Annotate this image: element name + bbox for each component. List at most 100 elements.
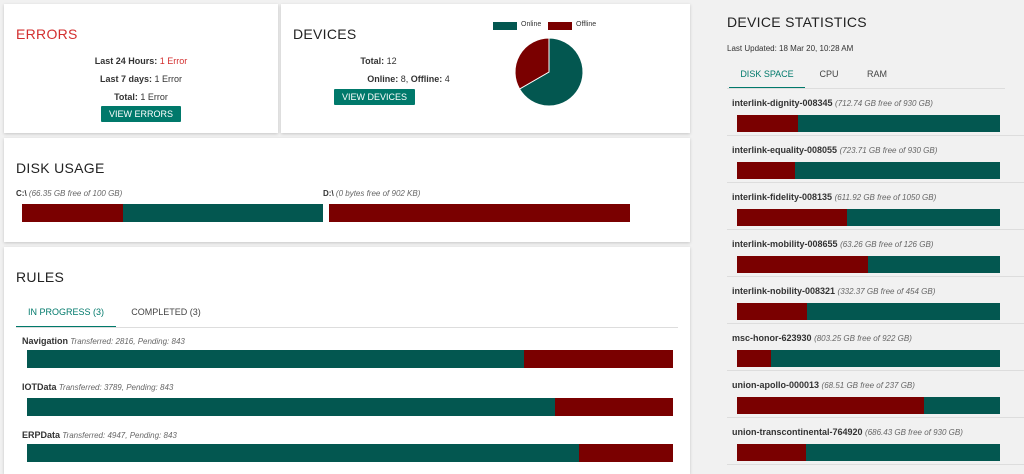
disk-used [737, 162, 796, 179]
errors-last-7d-label: Last 7 days: [99, 74, 152, 84]
errors-card: ERRORS Last 24 Hours: 1 Error Last 7 day… [4, 4, 278, 133]
tab-disk-space-label: DISK SPACE [740, 69, 794, 79]
device-detail: (63.26 GB free of 126 GB) [840, 240, 934, 249]
disk-free [846, 209, 1000, 226]
drive-c-label: C:\ (66.35 GB free of 100 GB) [16, 189, 122, 198]
devices-online-value: 8 [400, 74, 406, 84]
device-name: union-apollo-000013 [732, 380, 820, 390]
disk-used [737, 444, 806, 461]
rule-bar-erpdata [27, 444, 673, 462]
device-disk-bar [737, 209, 1000, 226]
tab-ram-label: RAM [867, 69, 887, 79]
disk-used [737, 303, 808, 320]
device-row: union-apollo-000013 (68.51 GB free of 23… [727, 371, 1024, 418]
disk-used [737, 115, 799, 132]
device-name: msc-honor-623930 [732, 333, 812, 343]
disk-usage-card: DISK USAGE C:\ (66.35 GB free of 100 GB)… [4, 138, 690, 242]
device-disk-bar [737, 162, 1000, 179]
device-name-line: interlink-nobility-008321 (332.37 GB fre… [732, 286, 935, 296]
device-disk-bar [737, 115, 1000, 132]
device-detail: (686.43 GB free of 930 GB) [865, 428, 963, 437]
rule-bar-navigation [27, 350, 673, 368]
stats-tabs-divider [727, 88, 1005, 89]
pie-slice-offline [514, 37, 550, 90]
legend-offline-swatch [548, 22, 572, 30]
errors-last-7d-value: 1 Error [154, 74, 183, 84]
tab-in-progress-label: IN PROGRESS (3) [27, 307, 104, 317]
devices-total-label: Total: [360, 56, 385, 66]
drive-d-used [329, 204, 630, 222]
device-name-line: union-apollo-000013 (68.51 GB free of 23… [732, 380, 915, 390]
rules-title: RULES [16, 269, 65, 285]
device-disk-bar [737, 303, 1000, 320]
tab-ram[interactable]: RAM [859, 68, 895, 89]
last-updated: Last Updated: 18 Mar 20, 10:28 AM [727, 44, 854, 53]
devices-offline-label: Offline: [410, 74, 443, 84]
drive-d-detail: (0 bytes free of 902 KB) [335, 189, 421, 198]
devices-pie-chart [514, 37, 584, 107]
device-detail: (68.51 GB free of 237 GB) [821, 381, 915, 390]
disk-free [795, 162, 1000, 179]
device-name: interlink-mobility-008655 [732, 239, 838, 249]
rule-bar-iotdata [27, 398, 673, 416]
disk-free [805, 444, 1000, 461]
pie-slice-online [518, 37, 584, 107]
rules-card: RULES IN PROGRESS (3) COMPLETED (3) Navi… [4, 247, 690, 474]
disk-used [737, 256, 868, 273]
view-devices-button[interactable]: VIEW DEVICES [334, 89, 415, 105]
device-name-line: union-transcontinental-764920 (686.43 GB… [732, 427, 963, 437]
legend-online-label: Online [521, 21, 542, 28]
rule-transferred [27, 350, 525, 368]
disk-used [737, 209, 847, 226]
legend-online-swatch [493, 22, 517, 30]
legend-offline-label: Offline [576, 21, 597, 28]
drive-c-free [123, 204, 323, 222]
errors-last-24h: Last 24 Hours: 1 Error [4, 56, 278, 66]
disk-free [867, 256, 1000, 273]
devices-title: DEVICES [293, 26, 357, 42]
rule-pending [555, 398, 673, 416]
tab-cpu[interactable]: CPU [811, 68, 847, 89]
errors-title: ERRORS [16, 26, 78, 42]
device-statistics-panel: DEVICE STATISTICS Last Updated: 18 Mar 2… [721, 0, 1024, 474]
device-detail: (712.74 GB free of 930 GB) [835, 99, 933, 108]
disk-free [770, 350, 1000, 367]
rule-detail: Transferred: 3789, Pending: 843 [58, 383, 174, 392]
device-list: interlink-dignity-008345 (712.74 GB free… [727, 89, 1024, 474]
disk-free [923, 397, 1000, 414]
disk-free [807, 303, 1000, 320]
device-name-line: interlink-mobility-008655 (63.26 GB free… [732, 239, 933, 249]
device-statistics-title: DEVICE STATISTICS [727, 14, 867, 30]
view-errors-button[interactable]: VIEW ERRORS [101, 106, 181, 122]
rules-tabs-divider [16, 327, 678, 328]
device-detail: (332.37 GB free of 454 GB) [837, 287, 936, 296]
device-name-line: msc-honor-623930 (803.25 GB free of 922 … [732, 333, 912, 343]
errors-total-label: Total: [114, 92, 138, 102]
device-name-line: interlink-equality-008055 (723.71 GB fre… [732, 145, 937, 155]
device-row: msc-honor-623930 (803.25 GB free of 922 … [727, 324, 1024, 371]
rule-row-navigation: Navigation Transferred: 2816, Pending: 8… [22, 336, 185, 346]
tab-completed-label: COMPLETED (3) [131, 307, 201, 317]
rule-name: IOTData [22, 382, 57, 392]
rule-pending [578, 444, 673, 462]
device-row: interlink-equality-008055 (723.71 GB fre… [727, 136, 1024, 183]
rule-detail: Transferred: 4947, Pending: 843 [62, 431, 177, 440]
drive-c-detail: (66.35 GB free of 100 GB) [28, 189, 123, 198]
devices-offline-value: 4 [444, 74, 450, 84]
device-row: union-transcontinental-764920 (686.43 GB… [727, 418, 1024, 465]
device-detail: (723.71 GB free of 930 GB) [839, 146, 938, 155]
tab-disk-space[interactable]: DISK SPACE [729, 68, 805, 89]
rule-name: ERPData [22, 430, 61, 440]
drive-d-label: D:\ (0 bytes free of 902 KB) [323, 189, 420, 198]
drive-c-name: C:\ [16, 189, 27, 198]
devices-total-value: 12 [386, 56, 397, 66]
device-disk-bar [737, 444, 1000, 461]
errors-last-24h-label: Last 24 Hours: [94, 56, 158, 66]
tab-completed[interactable]: COMPLETED (3) [116, 303, 216, 328]
rule-transferred [27, 444, 579, 462]
rule-row-iotdata: IOTData Transferred: 3789, Pending: 843 [22, 382, 173, 392]
device-name: interlink-fidelity-008135 [732, 192, 833, 202]
rule-name: Navigation [22, 336, 69, 346]
tab-in-progress[interactable]: IN PROGRESS (3) [16, 303, 116, 328]
device-detail: (803.25 GB free of 922 GB) [814, 334, 912, 343]
